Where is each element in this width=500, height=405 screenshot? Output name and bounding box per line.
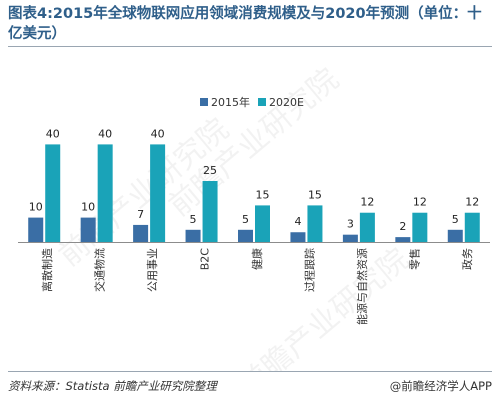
data-label-2020e: 12 (360, 196, 374, 209)
x-tick-label: 零售 (407, 248, 421, 270)
legend-swatch (200, 98, 208, 106)
data-label-2020e: 12 (465, 196, 479, 209)
bar-2020e (202, 181, 218, 242)
bar-2015 (80, 217, 96, 242)
legend-swatch (258, 98, 266, 106)
x-tick-label: 健康 (250, 248, 264, 270)
data-label-2020e: 25 (203, 164, 217, 177)
data-label-2020e: 15 (256, 188, 270, 201)
data-label-2015: 5 (190, 213, 197, 226)
bar-2015 (238, 229, 253, 242)
data-labels: 10 40 10 40 7 40 5 25 5 15 4 15 3 12 2 12 5 12 (29, 127, 480, 233)
bar-2020e (150, 144, 166, 242)
bar-2020e (307, 205, 323, 242)
data-label-2015: 4 (294, 215, 301, 228)
data-label-2020e: 40 (151, 127, 165, 140)
bar-2015 (342, 234, 358, 242)
data-label-2015: 10 (29, 201, 43, 214)
bar-2015 (28, 217, 44, 242)
x-tick-labels: 离散制造 交通物流 公用事业 B2C 健康 过程跟踪 能源与自然资源 零售 政务 (40, 248, 474, 325)
source-note: 资料来源：Statista 前瞻产业研究院整理 (8, 379, 217, 393)
bar-2020e (412, 212, 428, 242)
data-label-2015: 5 (452, 213, 459, 226)
data-label-2020e: 12 (413, 196, 427, 209)
data-label-2015: 7 (137, 208, 144, 221)
x-tick-label: 离散制造 (40, 248, 54, 292)
legend-label: 2020E (269, 96, 304, 109)
bar-2015 (447, 229, 463, 242)
x-tick-label: 过程跟踪 (302, 248, 316, 292)
data-label-2015: 5 (242, 213, 249, 226)
chart-title: 图表4:2015年全球物联网应用领域消费规模及与2020年预测（单位：十亿美元） (8, 6, 482, 42)
legend: 2015年 2020E (200, 95, 304, 109)
bar-2015 (290, 232, 306, 242)
data-label-2015: 2 (399, 220, 406, 233)
footer-divider (8, 371, 492, 372)
bar-2015 (395, 237, 411, 242)
x-tick-label: B2C (199, 248, 212, 271)
data-label-2020e: 15 (308, 188, 322, 201)
title-divider (8, 46, 492, 47)
bar-2020e (359, 212, 375, 242)
x-tick-label: 能源与自然资源 (355, 248, 369, 325)
bar-2020e (255, 205, 270, 242)
data-label-2015: 3 (347, 218, 354, 231)
brand-credit: @前瞻经济学人APP (389, 379, 492, 393)
bar-2020e (97, 144, 113, 242)
data-label-2020e: 40 (98, 127, 112, 140)
legend-label: 2015年 (211, 95, 250, 109)
data-label-2015: 10 (81, 201, 95, 214)
bars (28, 144, 480, 242)
bar-2015 (133, 224, 149, 242)
x-tick-label: 交通物流 (93, 248, 107, 292)
bar-2015 (185, 229, 201, 242)
bar-2020e (464, 212, 480, 242)
bar-2020e (45, 144, 61, 242)
data-label-2020e: 40 (46, 127, 60, 140)
x-tick-label: 政务 (460, 248, 474, 270)
x-tick-label: 公用事业 (146, 248, 159, 292)
